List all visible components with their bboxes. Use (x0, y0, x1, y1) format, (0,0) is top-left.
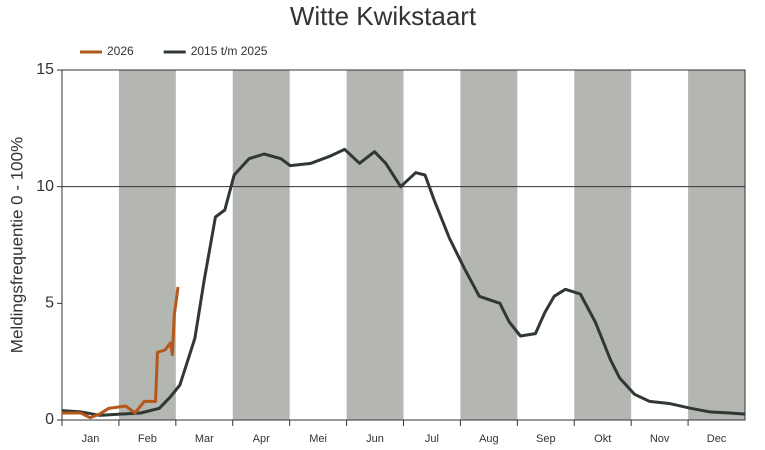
y-tick-label: 0 (45, 411, 54, 428)
y-axis-label: Meldingsfrequentie 0 - 100% (7, 137, 26, 353)
x-tick-label: Jun (366, 433, 384, 445)
x-tick-label: Jul (425, 433, 439, 445)
month-band (460, 70, 518, 420)
x-tick-label: Sep (536, 433, 556, 445)
month-band (232, 70, 290, 420)
chart-title: Witte Kwikstaart (290, 1, 477, 31)
series-line (61, 147, 746, 417)
x-tick-label: Nov (650, 433, 670, 445)
legend-label: 2026 (107, 44, 134, 58)
legend-label: 2015 t/m 2025 (191, 44, 268, 58)
y-tick-label: 15 (36, 61, 54, 78)
x-tick-label: Okt (594, 433, 611, 445)
month-band (346, 70, 404, 420)
month-band (574, 70, 632, 420)
x-tick-label: Aug (479, 433, 499, 445)
y-tick-label: 10 (36, 178, 54, 195)
x-tick-label: Mei (309, 433, 327, 445)
x-tick-label: Dec (707, 433, 727, 445)
month-band (118, 70, 176, 420)
month-band (688, 70, 745, 420)
x-tick-label: Mar (195, 433, 214, 445)
x-tick-label: Jan (82, 433, 100, 445)
x-tick-label: Feb (138, 433, 157, 445)
x-tick-label: Apr (253, 433, 270, 445)
series-line (62, 286, 180, 420)
y-tick-label: 5 (45, 295, 54, 312)
